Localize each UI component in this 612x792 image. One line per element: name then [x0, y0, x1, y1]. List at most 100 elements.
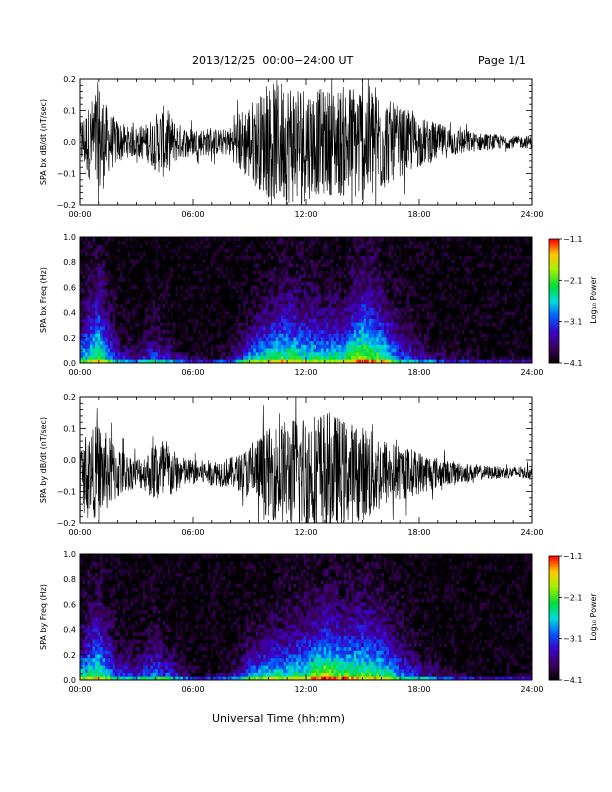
spectrogram-cell [87, 355, 91, 360]
spectrogram-cell [396, 322, 400, 327]
spectrogram-cell [87, 237, 91, 242]
spectrogram-cell [245, 259, 249, 264]
spectrogram-cell [175, 300, 179, 305]
spectrogram-cell [403, 244, 407, 249]
spectrogram-cell [401, 237, 405, 242]
spectrogram-cell [235, 307, 239, 312]
spectrogram-cell [253, 329, 257, 334]
spectrogram-cell [363, 274, 367, 279]
spectrogram-cell [429, 240, 432, 245]
spectrogram-cell [421, 240, 425, 245]
spectrogram-cell [250, 248, 254, 253]
spectrogram-cell [112, 322, 116, 327]
spectrogram-cell [381, 329, 385, 334]
spectrogram-cell [313, 303, 317, 308]
spectrogram-cell [343, 240, 347, 245]
spectrogram-cell [321, 300, 324, 305]
spectrogram-cell [290, 288, 294, 293]
spectrogram-cell [203, 318, 206, 323]
spectrogram-cell [100, 340, 103, 345]
spectrogram-cell [421, 318, 425, 323]
spectrogram-cell [205, 300, 209, 305]
spectrogram-cell [388, 296, 392, 301]
spectrogram-cell [288, 333, 292, 338]
spectrogram-cell [316, 281, 319, 286]
spectrogram-cell [115, 348, 119, 353]
spectrogram-cell [300, 300, 304, 305]
spectrogram-cell [283, 288, 287, 293]
spectrogram-cell [132, 274, 136, 279]
spectrogram-cell [270, 259, 274, 264]
spectrogram-cell [250, 329, 254, 334]
spectrogram-cell [408, 251, 412, 256]
spectrogram-cell [225, 240, 229, 245]
spectrogram-cell [403, 277, 407, 282]
spectrogram-cell [323, 359, 327, 364]
spectrogram-cell [137, 296, 141, 301]
spectrogram-cell [213, 348, 216, 353]
spectrogram-cell [233, 266, 237, 271]
spectrogram-cell [331, 248, 335, 253]
spectrogram-cell [436, 348, 440, 353]
spectrogram-cell [321, 248, 324, 253]
spectrogram-cell [393, 296, 397, 301]
spectrogram-cell [316, 307, 319, 312]
spectrogram-cell [411, 259, 415, 264]
spectrogram-cell [248, 251, 252, 256]
spectrogram-cell [82, 318, 86, 323]
spectrogram-cell [120, 333, 124, 338]
spectrogram-cell [393, 262, 397, 268]
spectrogram-cell [336, 262, 340, 268]
spectrogram-cell [306, 351, 309, 356]
spectrogram-cell [127, 244, 131, 249]
spectrogram-cell [240, 300, 244, 305]
spectrogram-cell [105, 281, 109, 286]
spectrogram-cell [419, 274, 422, 279]
spectrogram-cell [401, 333, 405, 338]
spectrogram-cell [295, 311, 299, 316]
spectrogram-cell [278, 307, 282, 312]
spectrogram-cell [100, 307, 103, 312]
spectrogram-cell [132, 355, 136, 360]
spectrogram-cell [228, 355, 232, 360]
spectrogram-cell [273, 277, 277, 282]
spectrogram-cell [316, 251, 319, 256]
spectrogram-cell [140, 244, 144, 249]
spectrogram-cell [117, 337, 121, 342]
spectrogram-cell [303, 281, 307, 286]
spectrogram-cell [205, 348, 209, 353]
spectrogram-cell [132, 255, 136, 260]
spectrogram-cell [295, 288, 299, 293]
spectrogram-cell [253, 255, 257, 260]
spectrogram-cell [406, 314, 410, 319]
spectrogram-cell [290, 311, 294, 316]
spectrogram-cell [431, 344, 435, 349]
spectrogram-cell [265, 255, 269, 260]
spectrogram-cell [376, 244, 380, 249]
spectrogram-cell [193, 329, 196, 334]
spectrogram-cell [356, 303, 360, 308]
spectrogram-cell [348, 255, 352, 260]
spectrogram-cell [258, 329, 262, 334]
spectrogram-cell [137, 344, 141, 349]
spectrogram-cell [248, 322, 252, 327]
spectrogram-cell [316, 340, 319, 345]
spectrogram-cell [439, 351, 442, 356]
spectrogram-cell [185, 251, 189, 256]
spectrogram-cell [127, 337, 131, 342]
spectrogram-cell [182, 351, 186, 356]
spectrogram-cell [278, 337, 282, 342]
spectrogram-cell [130, 288, 134, 293]
spectrogram-cell [303, 259, 307, 264]
spectrogram-cell [170, 281, 174, 286]
spectrogram-cell [195, 337, 199, 342]
spectrogram-cell [318, 311, 322, 316]
spectrogram-cell [260, 333, 264, 338]
spectrogram-cell [408, 281, 412, 286]
spectrogram-cell [280, 274, 284, 279]
spectrogram-cell [361, 255, 365, 260]
spectrogram-cell [142, 274, 146, 279]
spectrogram-cell [383, 337, 387, 342]
spectrogram-cell [160, 262, 164, 268]
spectrogram-cell [215, 240, 219, 245]
